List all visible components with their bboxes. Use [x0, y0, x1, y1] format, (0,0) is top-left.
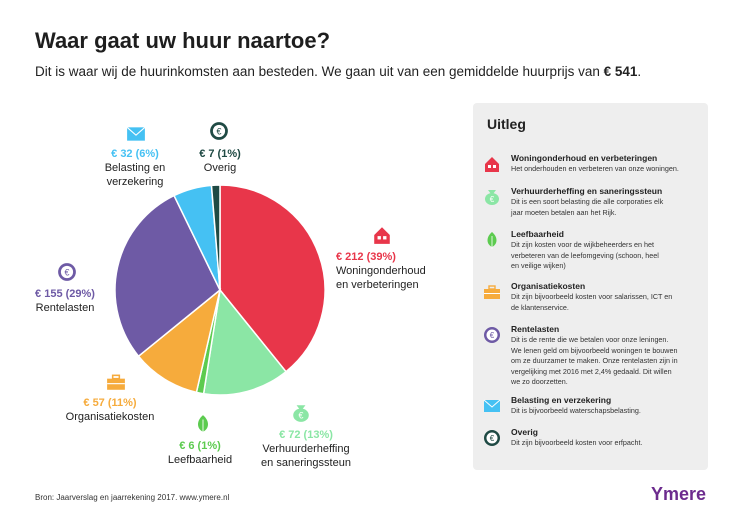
legend-heading: Rentelasten: [511, 324, 560, 334]
slice-name: verzekering: [106, 176, 164, 188]
legend-panel: Uitleg Woningonderhoud en verbeteringen H…: [473, 103, 708, 470]
slice-value: € 32 (6%): [111, 148, 159, 160]
slice-name: Leefbaarheid: [167, 454, 233, 466]
money-bag-icon: €: [483, 188, 501, 206]
pie-chart: [114, 184, 326, 396]
legend-description-line: de klantenservice.: [511, 302, 569, 312]
legend-description-line: we zo doorzetten.: [511, 377, 568, 386]
slice-name: en saneringssteun: [261, 457, 351, 469]
envelope-icon: [126, 124, 146, 149]
legend-heading: Overig: [511, 427, 538, 437]
slice-name: en verbeteringen: [336, 279, 419, 291]
legend-description-line: verbeteren van de leefomgeving (schoon, …: [511, 250, 659, 260]
euro-coin-icon: €: [483, 326, 501, 344]
slice-label-6: € 32 (6%) Belasting en verzekering: [95, 147, 175, 189]
pie-slice-5: [114, 194, 221, 358]
pie-slice-4: [137, 288, 222, 394]
legend-description-line: om ze duurzamer te maken. Onze rentelast…: [511, 356, 678, 365]
legend-heading: Woningonderhoud en verbeteringen: [511, 153, 658, 163]
briefcase-icon: [106, 372, 126, 397]
slice-value: € 155 (29%): [35, 288, 95, 300]
legend-heading: Verhuurderheffing en saneringssteun: [511, 186, 663, 196]
slice-name: Woningonderhoud: [336, 265, 426, 277]
legend-description: Het onderhouden en verbeteren van onze w…: [511, 164, 686, 175]
legend-heading: Belasting en verzekering: [511, 395, 612, 405]
slice-name: Belasting en: [104, 162, 166, 174]
legend-description-line: Dit zijn bijvoorbeeld kosten voor salari…: [511, 292, 673, 301]
legend-description-line: en veilige wijken): [511, 261, 566, 270]
legend-description-line: Dit zijn kosten voor de wijkbeheerders e…: [511, 240, 655, 249]
legend-description: Dit is bijvoorbeeld waterschapsbelasting…: [511, 406, 686, 417]
legend-description: Dit is de rente die we betalen voor onze…: [511, 335, 686, 388]
slice-label-7: € 7 (1%) Overig: [180, 147, 260, 175]
slice-value: € 7 (1%): [199, 148, 241, 160]
legend-description: Dit zijn kosten voor de wijkbeheerders e…: [511, 240, 686, 272]
legend-description-line: Het onderhouden en verbeteren van onze w…: [511, 164, 679, 173]
svg-text:€: €: [490, 195, 495, 204]
subtitle-amount: € 541: [603, 64, 638, 79]
subtitle-text: Dit is waar wij de huurinkomsten aan bes…: [35, 64, 604, 79]
legend-description-line: Dit zijn bijvoorbeeld kosten voor erfpac…: [511, 438, 643, 447]
slice-value: € 72 (13%): [279, 429, 333, 441]
house-icon: [372, 225, 392, 250]
slice-label-4: € 57 (11%) Organisatiekosten: [60, 396, 160, 424]
subtitle-end: .: [637, 64, 642, 79]
source-note: Bron: Jaarverslag en jaarrekening 2017. …: [35, 493, 230, 502]
page-subtitle: Dit is waar wij de huurinkomsten aan bes…: [35, 64, 641, 79]
legend-description-line: We lenen geld om bijvoorbeeld woningen t…: [511, 345, 678, 355]
euro-coin-icon: €: [57, 262, 77, 287]
envelope-icon: [483, 397, 501, 415]
legend-heading: Leefbaarheid: [511, 229, 564, 239]
legend-description-line: vergelijking met 2016 met 2,4% gedaald. …: [511, 366, 672, 376]
page-title: Waar gaat uw huur naartoe?: [35, 28, 331, 53]
slice-value: € 212 (39%): [336, 251, 396, 263]
svg-text:€: €: [299, 411, 304, 421]
legend-description-line: Dit is bijvoorbeeld waterschapsbelasting…: [511, 406, 641, 415]
pie-slice-2: [202, 288, 288, 396]
leaf-icon: [193, 414, 213, 439]
legend-heading: Organisatiekosten: [511, 281, 586, 291]
euro-dark-icon: €: [209, 121, 229, 146]
legend-description: Dit zijn bijvoorbeeld kosten voor erfpac…: [511, 438, 686, 449]
legend-description-line: jaar moeten betalen aan het Rijk.: [511, 207, 617, 217]
slice-value: € 6 (1%): [179, 440, 221, 452]
euro-dark-icon: €: [483, 429, 501, 447]
svg-text:€: €: [490, 331, 495, 340]
slice-label-5: € 155 (29%) Rentelasten: [30, 287, 100, 315]
svg-text:€: €: [65, 267, 70, 277]
legend-description: Dit zijn bijvoorbeeld kosten voor salari…: [511, 292, 686, 313]
pie-slice-1: [219, 184, 326, 373]
slice-name: Rentelasten: [35, 302, 95, 314]
brand-logo: Ymere: [651, 484, 707, 504]
legend-description-line: Dit is een soort belasting die alle corp…: [511, 197, 664, 206]
legend-description: Dit is een soort belasting die alle corp…: [511, 197, 686, 218]
legend-description-line: Dit is de rente die we betalen voor onze…: [511, 335, 669, 344]
pie-slice-7: [210, 184, 221, 291]
slice-value: € 57 (11%): [83, 397, 137, 409]
slice-name: Verhuurderheffing: [262, 443, 350, 455]
house-icon: [483, 155, 501, 173]
legend-title: Uitleg: [487, 116, 526, 132]
svg-text:€: €: [217, 126, 222, 136]
slice-label-2: € 72 (13%) Verhuurderheffing en saneringss…: [256, 428, 356, 470]
slice-name: Overig: [203, 162, 237, 174]
briefcase-icon: [483, 283, 501, 301]
slice-label-1: € 212 (39%) Woningonderhoud en verbetering…: [336, 250, 426, 292]
slice-name: Organisatiekosten: [65, 411, 155, 423]
leaf-icon: [483, 231, 501, 249]
svg-text:€: €: [490, 434, 495, 443]
money-bag-icon: €: [291, 403, 311, 428]
slice-label-3: € 6 (1%) Leefbaarheid: [160, 439, 240, 467]
